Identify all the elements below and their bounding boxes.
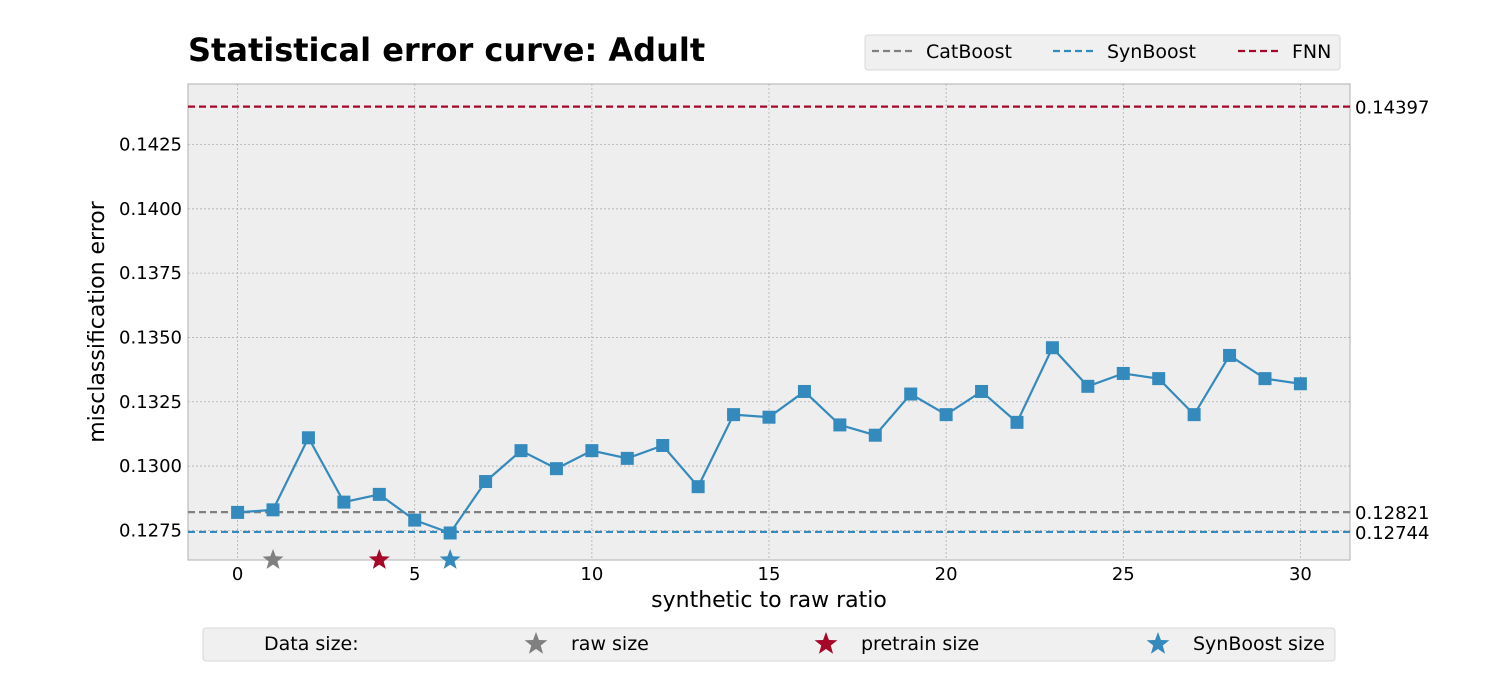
y-tick-label: 0.1425 (119, 134, 182, 155)
size-marker-pretrain-size (368, 549, 390, 569)
legend-label-raw-size: raw size (571, 633, 649, 655)
bottom-legend-box (202, 627, 1336, 662)
data-point (231, 505, 245, 519)
data-point (1258, 372, 1272, 386)
x-tick-label: 15 (758, 564, 781, 585)
legend-label-fnn: FNN (1292, 41, 1331, 63)
legend-label-synboost-size: SynBoost size (1193, 633, 1325, 655)
data-point (408, 513, 422, 527)
data-point (1187, 408, 1201, 422)
data-point (585, 444, 599, 458)
data-point (939, 408, 953, 422)
y-tick-label: 0.1325 (119, 392, 182, 413)
data-point (868, 428, 882, 442)
legend-star-icon-synboost (1146, 632, 1170, 654)
y-axis-label: misclassification error (85, 200, 110, 443)
data-point (443, 526, 457, 540)
x-ticks: 0 5 10 15 20 25 30 (232, 564, 1312, 585)
data-point (975, 384, 989, 398)
data-point (514, 444, 528, 458)
legend-heading-data-size: Data size: (264, 633, 359, 655)
y-tick-label: 0.1300 (119, 456, 182, 477)
y-tick-label: 0.1375 (119, 263, 182, 284)
data-point (727, 408, 741, 422)
ref-label-synboost: 0.12744 (1355, 523, 1429, 544)
data-point (1152, 372, 1166, 386)
reference-lines (188, 105, 1350, 534)
data-point (620, 451, 634, 465)
data-point (301, 431, 315, 445)
size-marker-raw-size (262, 549, 284, 569)
grid (188, 84, 1350, 560)
size-marker-SynBoost-size (439, 549, 461, 569)
data-point (1116, 366, 1130, 380)
data-point (1045, 341, 1059, 355)
top-legend: CatBoost SynBoost FNN (864, 34, 1341, 71)
data-point (372, 487, 386, 501)
legend-star-icon-raw (524, 632, 548, 654)
size-markers (262, 549, 461, 569)
data-point (1010, 415, 1024, 429)
data-point (833, 418, 847, 432)
data-point (797, 384, 811, 398)
data-point (1293, 377, 1307, 391)
bottom-legend: Data size: raw size pretrain size SynBoo… (202, 627, 1336, 662)
x-tick-label: 30 (1289, 564, 1312, 585)
x-tick-label: 25 (1112, 564, 1135, 585)
top-legend-box (864, 34, 1341, 71)
x-tick-label: 0 (232, 564, 243, 585)
data-point (762, 410, 776, 424)
x-axis-label: synthetic to raw ratio (651, 588, 887, 613)
data-point (549, 462, 563, 476)
y-tick-label: 0.1400 (119, 199, 182, 220)
legend-label-catboost: CatBoost (926, 41, 1012, 63)
data-point (656, 439, 670, 452)
data-point (337, 495, 351, 509)
x-tick-label: 20 (935, 564, 958, 585)
ref-label-catboost: 0.12821 (1355, 503, 1429, 524)
chart-title: Statistical error curve: Adult (188, 31, 705, 69)
y-tick-label: 0.1275 (119, 520, 182, 541)
x-tick-label: 10 (580, 564, 603, 585)
data-point (1223, 348, 1237, 362)
legend-label-pretrain-size: pretrain size (861, 633, 979, 655)
ref-label-fnn: 0.14397 (1355, 98, 1429, 119)
data-point (691, 480, 705, 494)
x-tick-label: 5 (409, 564, 420, 585)
data-point (1081, 379, 1095, 393)
series-line (231, 341, 1307, 540)
y-ticks: 0.1275 0.1300 0.1325 0.1350 0.1375 0.1400 0.14… (119, 134, 182, 541)
legend-label-synboost: SynBoost (1107, 41, 1196, 63)
y-tick-label: 0.1350 (119, 327, 182, 348)
data-point (266, 503, 280, 517)
data-point (479, 475, 493, 489)
legend-star-icon-pretrain (814, 632, 838, 654)
data-point (904, 387, 918, 401)
